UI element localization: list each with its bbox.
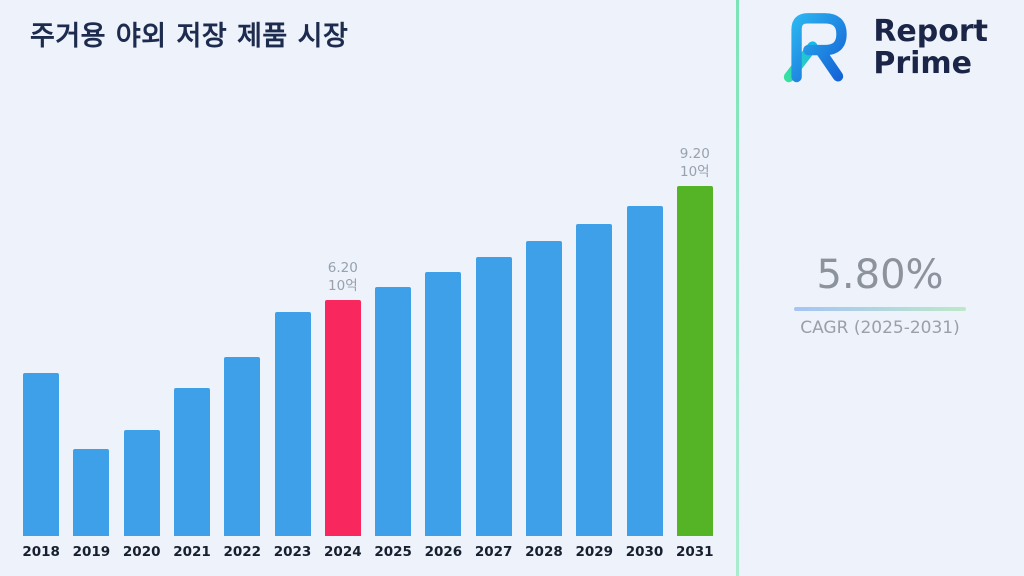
x-axis-label-2024: 2024 [324,544,362,560]
bar-column-2025: 2025 [368,112,418,562]
bar-column-2024: 6.20 10억 2024 [318,112,368,562]
x-axis-label-2019: 2019 [72,544,111,560]
page-title: 주거용 야외 저장 제품 시장 [30,21,349,52]
x-axis-label-2018: 2018 [22,544,60,560]
cagr-value: 5.80% [816,252,944,298]
bar-2029 [576,224,613,536]
x-axis-label-2031: 2031 [676,544,714,560]
x-axis-label-2027: 2027 [474,544,513,560]
bar-column-2029: 2029 [569,112,619,562]
bar-2023 [274,311,311,536]
x-axis-label-2020: 2020 [122,544,161,560]
bar-2028 [525,241,562,536]
bar-value-label-2024: 6.20 10억 [327,260,358,294]
x-axis-label-2026: 2026 [424,544,463,560]
bar-column-2031: 9.20 10억 2031 [670,112,720,562]
bar-column-2027: 2027 [469,112,519,562]
x-axis-label-2029: 2029 [575,544,614,560]
bar-2027 [475,257,512,536]
bar-column-2020: 2020 [117,112,167,562]
bar-2030 [626,205,663,536]
brand-name-line1: Report [873,13,988,49]
bar-column-2028: 2028 [519,112,569,562]
bar-2018 [23,372,60,536]
brand-name-line2: Prime [873,46,972,81]
bar-column-2018: 2018 [16,112,66,562]
bar-column-2026: 2026 [418,112,468,562]
bar-2026 [425,272,462,536]
x-axis-label-2023: 2023 [273,544,312,560]
brand-name: Report Prime [873,13,988,81]
x-axis-label-2022: 2022 [223,544,262,560]
bar-column-2030: 2030 [619,112,669,562]
bar-2022 [224,357,261,536]
bar-2031 [676,186,713,536]
bar-2025 [375,286,412,536]
x-axis-label-2028: 2028 [525,544,563,560]
cagr-block: 5.80% CAGR (2025-2031) [788,252,972,338]
bar-value-label-2031: 9.20 10억 [679,146,710,180]
bar-2021 [173,387,210,536]
bar-chart: 2018 2019 2020 2021 2022 2023 6.20 10억 2024 2025… [16,112,720,562]
bar-2020 [123,429,160,536]
vertical-divider [736,0,739,576]
bar-2024 [324,300,361,536]
bar-column-2019: 2019 [66,112,116,562]
cagr-label: CAGR (2025-2031) [800,318,960,338]
bar-column-2023: 2023 [267,112,317,562]
report-prime-logo-icon [784,13,848,83]
x-axis-label-2025: 2025 [374,544,412,560]
x-axis-label-2030: 2030 [625,544,664,560]
bar-2019 [73,448,110,536]
bar-column-2021: 2021 [167,112,217,562]
bar-column-2022: 2022 [217,112,267,562]
x-axis-label-2021: 2021 [173,544,211,560]
cagr-underline [794,307,966,311]
brand-header: Report Prime [775,10,988,86]
